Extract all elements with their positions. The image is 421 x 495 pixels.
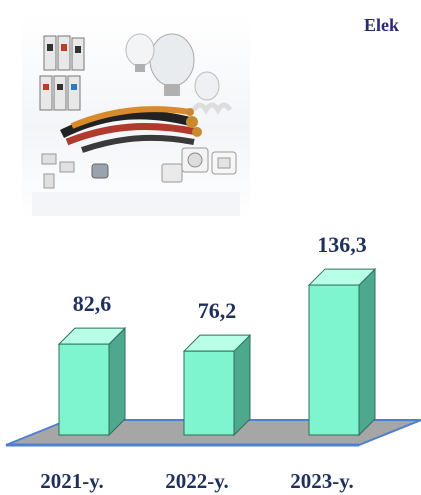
- bar-1: [57, 326, 127, 437]
- bar-side-face: [233, 333, 251, 437]
- category-label-2: 2022-y.: [165, 469, 229, 493]
- bar-front-face: [308, 284, 360, 436]
- data-label-3: 136,3: [317, 232, 367, 257]
- bar-side-face: [108, 326, 126, 437]
- category-label-3: 2023-y.: [290, 469, 354, 493]
- chart-title-fragment: Elek: [364, 15, 400, 35]
- light-bulb-icon: [125, 33, 233, 115]
- category-label-1: 2021-y.: [40, 469, 104, 493]
- bar-front-face: [183, 350, 235, 436]
- electrical-equipment-icon: [32, 33, 240, 216]
- socket-icon: [161, 147, 237, 183]
- bar-side-face: [358, 267, 376, 437]
- bar-front-face: [58, 343, 110, 436]
- data-label-2: 76,2: [198, 298, 237, 323]
- cable-icon: [59, 106, 202, 153]
- bar-3: [307, 267, 377, 437]
- fitting-icon: [41, 153, 109, 189]
- circuit-breaker-icon: [39, 35, 85, 111]
- electrical-equipment-illustration: [22, 14, 250, 220]
- data-label-1: 82,6: [73, 291, 112, 316]
- bar-2: [182, 333, 252, 437]
